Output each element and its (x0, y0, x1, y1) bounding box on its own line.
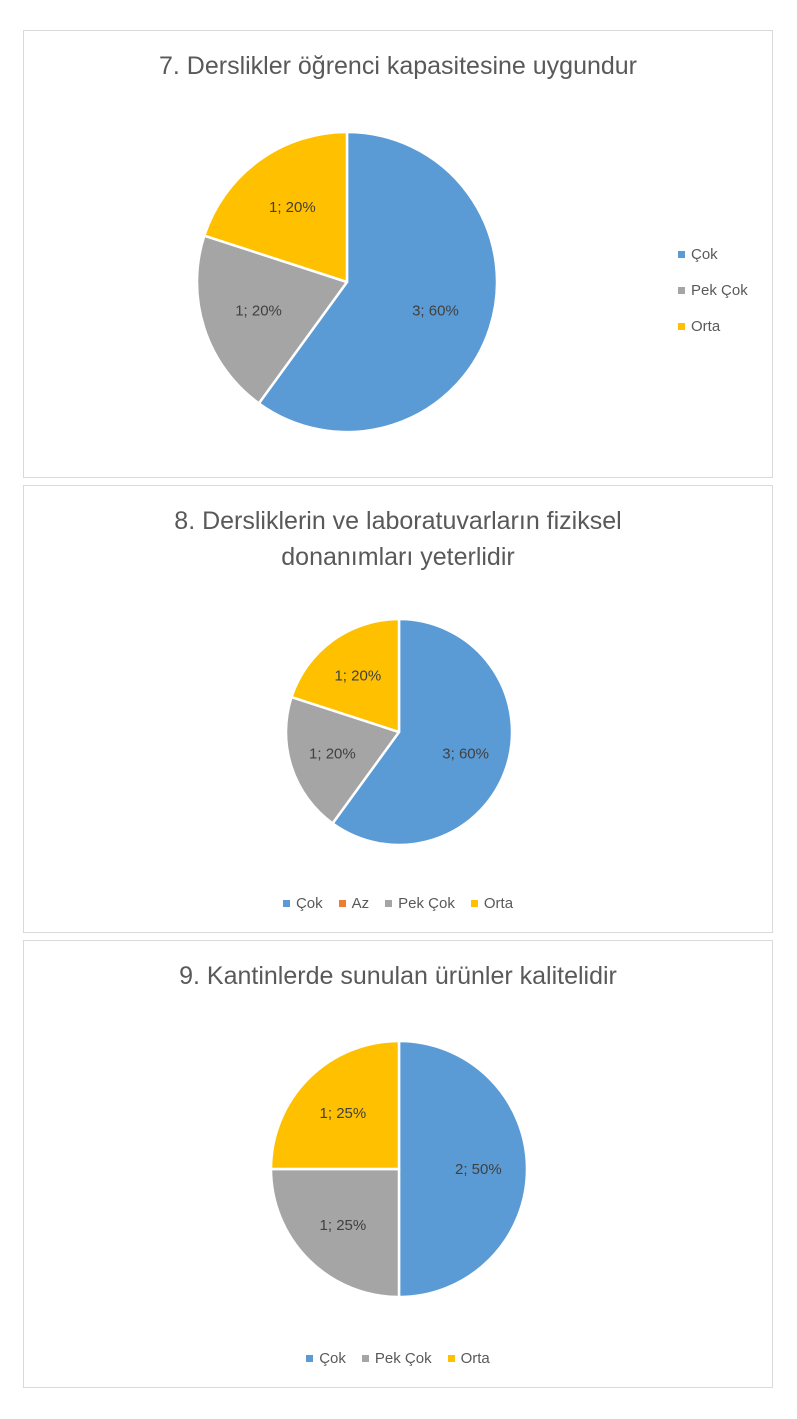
pie-chart: 3; 60% 1; 20% 1; 20% (195, 130, 499, 434)
legend-item-cok: Çok (678, 236, 748, 272)
legend-item-pek-cok: Pek Çok (361, 1350, 432, 1367)
pie-slice-çok (257, 130, 499, 434)
legend-label: Çok (691, 245, 718, 263)
chart-title-line: 7. Derslikler öğrenci kapasitesine uygun… (158, 52, 638, 80)
legend-swatch (306, 1355, 314, 1362)
data-label: 1; 25% (320, 1217, 367, 1234)
legend-label: Pek Çok (691, 281, 748, 299)
pie-slice-pek-çok (269, 1167, 401, 1299)
data-label: 2; 50% (455, 1161, 502, 1178)
data-label: 1; 20% (309, 746, 356, 763)
pie-chart: 2; 50% 1; 25% 1; 25% (269, 1039, 529, 1299)
legend-swatch (678, 286, 685, 294)
data-label: 1; 20% (334, 667, 381, 684)
chart-title: 7. Derslikler öğrenci kapasitesine uygun… (24, 48, 772, 84)
legend-item-orta: Orta (470, 895, 514, 912)
legend-swatch (282, 900, 290, 907)
pie-slice-pek-çok (195, 234, 349, 405)
legend-label: Çok (295, 895, 323, 912)
legend-swatch (678, 322, 685, 330)
chart-title-line: donanımları yeterlidir (281, 543, 515, 571)
legend-swatch (385, 900, 393, 907)
pie-slice-orta (290, 617, 401, 734)
pie-slice-çok (331, 617, 514, 847)
data-label: 1; 20% (269, 199, 316, 216)
legend-swatch (447, 1355, 455, 1362)
chart-panel-1: 7. Derslikler öğrenci kapasitesine uygun… (23, 30, 773, 478)
chart-title: 8. Dersliklerin ve laboratuvarların fizi… (24, 503, 772, 575)
chart-title-line: 9. Kantinlerde sunulan ürünler kalitelid… (179, 962, 617, 990)
pie-slice-orta (269, 1039, 401, 1171)
chart-title: 9. Kantinlerde sunulan ürünler kalitelid… (24, 958, 772, 994)
legend: Çok Az Pek Çok Orta (24, 895, 772, 912)
chart-title-line: 8. Dersliklerin ve laboratuvarların fizi… (174, 507, 622, 535)
data-label: 1; 25% (320, 1105, 367, 1122)
legend-label: Az (351, 895, 370, 912)
legend-swatch (678, 250, 685, 258)
legend-item-orta: Orta (447, 1350, 490, 1367)
legend-item-orta: Orta (678, 308, 748, 344)
pie-slice-orta (203, 130, 349, 284)
legend-label: Çok (319, 1350, 346, 1367)
data-label: 1; 20% (235, 303, 282, 320)
legend-label: Orta (483, 895, 514, 912)
legend-item-az: Az (338, 895, 370, 912)
legend-swatch (361, 1355, 369, 1362)
chart-panel-3: 9. Kantinlerde sunulan ürünler kalitelid… (23, 940, 773, 1388)
legend-label: Pek Çok (374, 1350, 432, 1367)
chart-panel-2: 8. Dersliklerin ve laboratuvarların fizi… (23, 485, 773, 933)
legend-item-pek-cok: Pek Çok (385, 895, 455, 912)
pie-chart: 3; 60% 1; 20% 1; 20% (284, 617, 514, 847)
legend-item-cok: Çok (282, 895, 323, 912)
legend: Çok Pek Çok Orta (678, 236, 748, 344)
legend-swatch (338, 900, 346, 907)
pie-slice-çok (397, 1039, 529, 1299)
legend-swatch (470, 900, 478, 907)
legend-label: Orta (691, 317, 721, 335)
data-label: 3; 60% (442, 746, 489, 763)
legend-item-pek-cok: Pek Çok (678, 272, 748, 308)
pie-slice-pek-çok (284, 695, 401, 825)
data-label: 3; 60% (412, 303, 459, 320)
legend-item-cok: Çok (306, 1350, 346, 1367)
legend-label: Orta (460, 1350, 490, 1367)
legend-label: Pek Çok (398, 895, 455, 912)
legend: Çok Pek Çok Orta (24, 1350, 772, 1367)
